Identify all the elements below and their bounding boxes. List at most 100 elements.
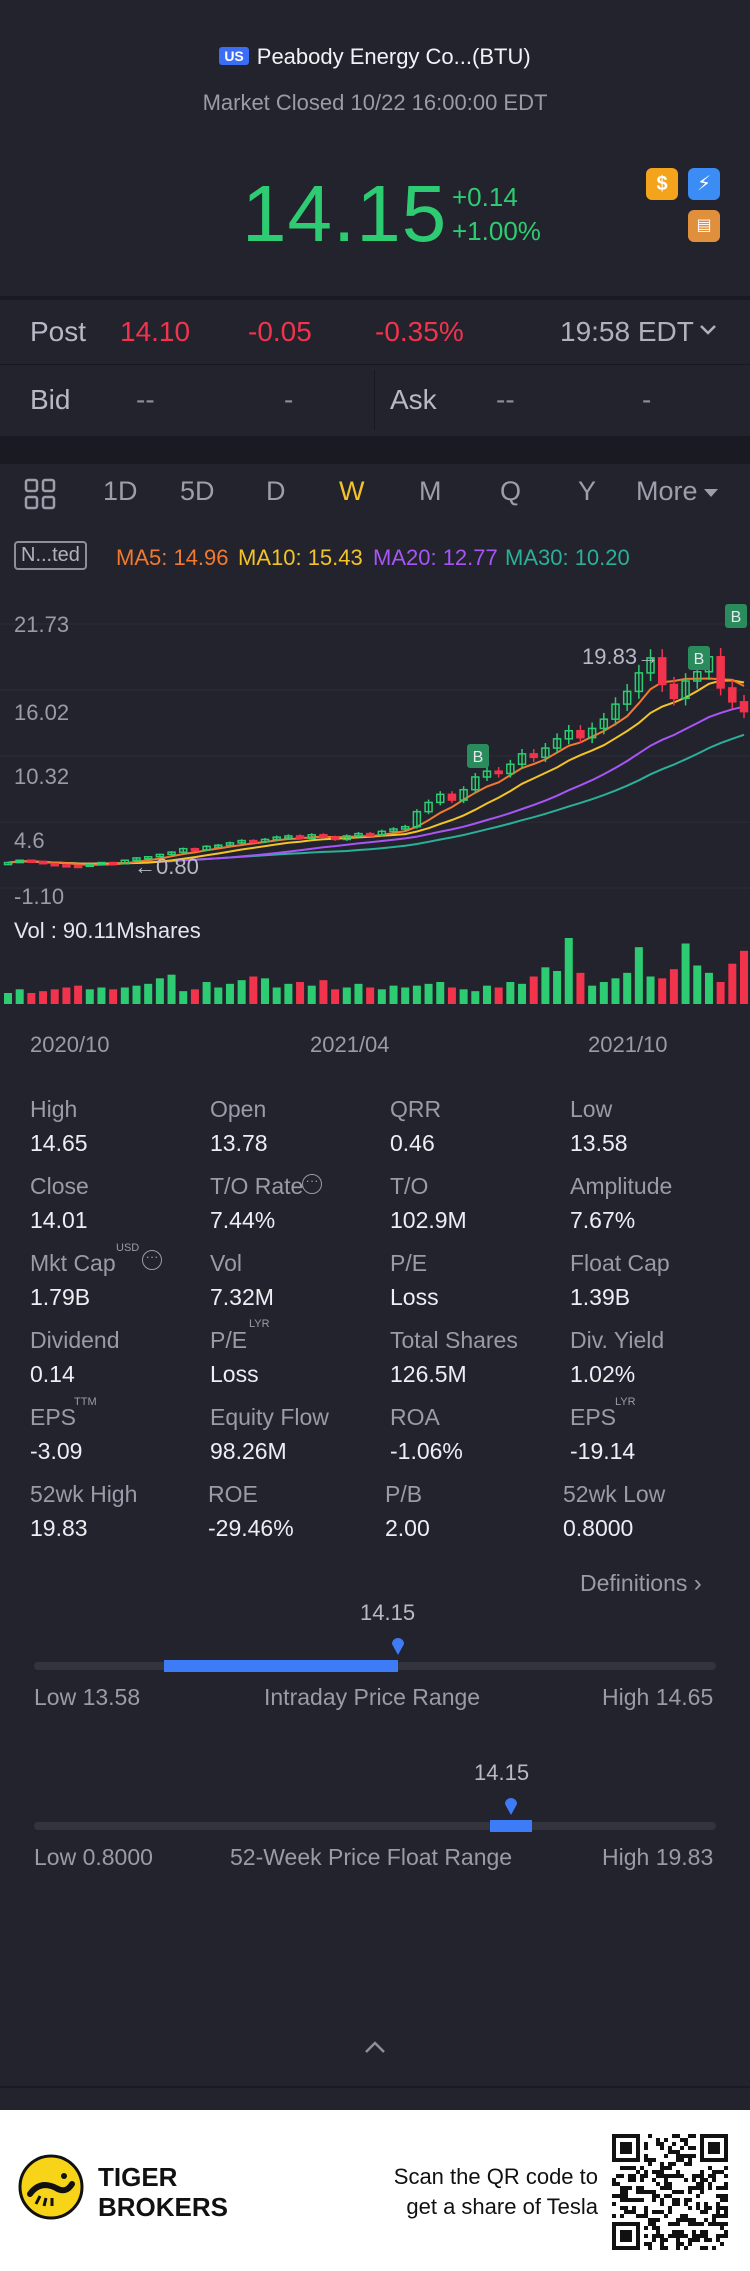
stat-label: ROE <box>208 1481 258 1507</box>
candle-body <box>365 832 375 837</box>
period-q[interactable]: Q <box>500 476 522 506</box>
volume-bar <box>506 982 515 1004</box>
candle-body <box>716 655 725 689</box>
lightning-icon[interactable]: ⚡ <box>688 168 720 200</box>
volume-bar <box>401 987 410 1004</box>
stat-label: Dividend <box>30 1327 120 1353</box>
bid-size: - <box>284 384 294 415</box>
volume-bar <box>482 985 491 1004</box>
stat-label: P/E <box>390 1250 428 1276</box>
candle-body <box>85 863 95 868</box>
candle-body <box>120 859 130 865</box>
candle-body <box>143 856 153 860</box>
stat-value: 7.32M <box>210 1284 274 1310</box>
x-label-3: 2021/10 <box>588 1032 668 1057</box>
dollar-icon[interactable]: $ <box>646 168 678 200</box>
candle-body <box>517 753 527 766</box>
stat-value: Loss <box>210 1361 259 1387</box>
volume-bar <box>237 980 246 1004</box>
qr-code[interactable] <box>612 2134 728 2250</box>
volume-bar <box>97 987 106 1004</box>
candle-body <box>564 729 574 740</box>
high-marker-value: 19.83 <box>582 644 638 669</box>
location-pin-icon <box>390 1634 406 1661</box>
volume-bar <box>669 969 678 1004</box>
bid-label: Bid <box>30 384 71 415</box>
candle-body <box>424 801 433 813</box>
candle-body <box>38 860 48 865</box>
ma20-line <box>7 705 745 865</box>
post-time[interactable]: 19:58 EDT <box>560 316 694 347</box>
chevron-up-icon[interactable] <box>364 2040 386 2059</box>
ma30-line <box>7 733 745 865</box>
stat-value: 1.79B <box>30 1284 91 1310</box>
candle-body <box>657 657 667 686</box>
candle-body <box>552 738 562 749</box>
volume-bar <box>27 993 36 1004</box>
stock-name: Peabody Energy Co...(BTU) <box>256 44 531 69</box>
divider <box>0 296 750 300</box>
volume-bar <box>588 985 597 1004</box>
volume-label: Vol : 90.11Mshares <box>14 918 201 943</box>
stat-label: 52wk High <box>30 1481 138 1507</box>
stat-label: Close <box>30 1173 89 1199</box>
volume-bar <box>214 987 223 1004</box>
caret-down-icon[interactable] <box>703 486 719 504</box>
candle-body <box>225 842 235 846</box>
period-y[interactable]: Y <box>578 476 597 506</box>
volume-bar <box>412 985 421 1004</box>
divider <box>0 436 750 464</box>
intraday-high: High 14.65 <box>602 1684 714 1710</box>
stat-label: Float Cap <box>570 1250 670 1276</box>
period-w[interactable]: W <box>339 476 365 506</box>
candle-body <box>178 847 188 853</box>
ma20-value: MA20: 12.77 <box>373 545 498 570</box>
y-label-3: 10.32 <box>14 764 70 789</box>
period-m[interactable]: M <box>419 476 442 506</box>
week52-track <box>34 1822 716 1830</box>
candle-body <box>412 810 422 828</box>
volume-bar <box>704 972 713 1004</box>
kline-chart[interactable]: B B B <box>0 588 750 1028</box>
high-marker: 19.83→ <box>582 644 660 669</box>
ask-price: -- <box>496 384 515 415</box>
volume-bar <box>249 976 258 1004</box>
brand-line1: TIGER <box>98 2162 178 2192</box>
grid-icon[interactable] <box>24 478 56 515</box>
definitions-link[interactable]: Definitions › <box>580 1570 702 1598</box>
stack-icon[interactable]: ▤ <box>688 210 720 242</box>
buy-marker-label: B <box>694 651 705 668</box>
volume-bar <box>576 972 585 1004</box>
intraday-fill <box>164 1660 398 1672</box>
x-label-2: 2021/04 <box>310 1032 390 1057</box>
volume-bar <box>541 967 550 1004</box>
period-d[interactable]: D <box>266 476 286 506</box>
volume-bar <box>190 989 199 1004</box>
info-icon[interactable]: ··· <box>302 1174 322 1194</box>
chevron-down-icon[interactable] <box>698 320 718 345</box>
candle-body <box>155 853 165 858</box>
adjust-tag[interactable]: N...ted <box>14 541 87 570</box>
candle-body <box>471 776 480 791</box>
post-change: -0.05 <box>248 316 312 347</box>
period-1d[interactable]: 1D <box>103 476 138 506</box>
period-more[interactable]: More <box>636 476 698 506</box>
volume-bar <box>132 985 141 1004</box>
buy-marker <box>725 604 747 628</box>
stat-value: 14.01 <box>30 1207 88 1233</box>
candle-body <box>389 828 398 833</box>
candle-body <box>587 727 597 739</box>
stat-label: P/B <box>385 1481 423 1507</box>
period-5d[interactable]: 5D <box>180 476 215 506</box>
promo-text: Scan the QR code to get a share of Tesla <box>394 2162 598 2222</box>
candle-body <box>3 861 13 866</box>
ask-size: - <box>642 384 652 415</box>
low-marker-value: 0.80 <box>156 854 199 879</box>
y-label-top: 21.73 <box>14 612 70 637</box>
info-icon[interactable]: ··· <box>142 1250 162 1270</box>
stat-value: 102.9M <box>390 1207 467 1233</box>
candle-body <box>272 836 281 841</box>
volume-bar <box>377 989 386 1004</box>
candle-body <box>237 839 246 844</box>
volume-bar <box>167 974 176 1004</box>
